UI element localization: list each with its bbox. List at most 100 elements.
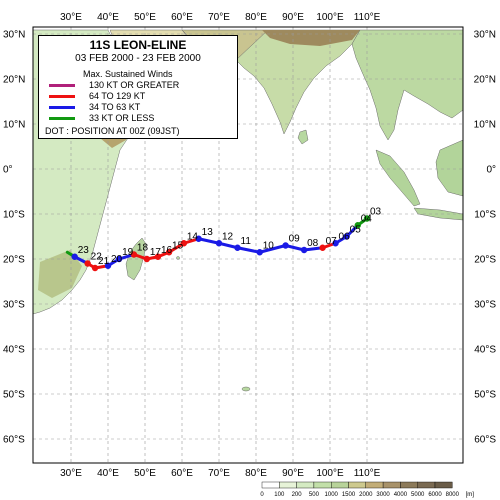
lat-label-left: 50°S	[3, 390, 25, 401]
track-position-dot	[300, 246, 308, 254]
lon-label-top: 110°E	[354, 12, 381, 23]
scale-swatch	[296, 481, 315, 489]
storm-dates: 03 FEB 2000 - 23 FEB 2000	[75, 53, 201, 64]
scale-tick-label: 8000	[446, 492, 460, 498]
scale-tick-label: 200	[292, 492, 303, 498]
lat-label-left: 40°S	[3, 345, 25, 356]
legend-label: 34 TO 63 KT	[89, 102, 141, 112]
track-day-label: 10	[263, 240, 275, 251]
scale-swatch	[348, 481, 366, 489]
track-day-label: 13	[202, 227, 214, 238]
scale-tick-label: 1500	[342, 492, 356, 498]
elevation-scale: 0 100 200 500 1000 1500 2000 3000 4000 5000 6000 80…	[260, 481, 475, 498]
track-day-label: 12	[222, 231, 234, 242]
track-day-label: 20	[111, 254, 123, 265]
legend-item-64kt: 64 TO 129 KT	[45, 91, 235, 102]
scale-swatch	[434, 481, 453, 489]
lat-label-right: 0°	[486, 165, 496, 176]
lon-label-bottom: 100°E	[316, 468, 344, 479]
scale-tick-label: 0	[260, 492, 264, 498]
track-position-dot	[154, 253, 162, 260]
track-day-label: 22	[91, 252, 103, 263]
lon-label-bottom: 70°E	[208, 468, 230, 479]
track-day-label: 11	[241, 236, 252, 247]
legend-swatch-green	[49, 117, 75, 120]
lat-label-left: 60°S	[3, 435, 25, 446]
lat-label-right: 10°S	[474, 210, 496, 221]
scale-tick-label: 2000	[359, 492, 373, 498]
scale-swatch	[382, 481, 401, 489]
track-position-dot	[180, 240, 188, 247]
lon-label-bottom: 90°E	[282, 468, 304, 479]
track-day-label: 15	[172, 240, 184, 251]
track-segment	[197, 237, 221, 245]
scale-swatch	[331, 481, 349, 489]
lon-label-bottom: 50°E	[134, 468, 156, 479]
track-position-dot	[195, 235, 202, 242]
lon-label-top: 100°E	[316, 12, 344, 23]
track-day-label: 06	[339, 231, 351, 242]
track-position-dot	[104, 262, 112, 269]
track-position-dot	[215, 240, 223, 247]
lat-label-left: 30°S	[3, 300, 25, 311]
track-position-dot	[256, 249, 263, 256]
scale-tick-label: 1000	[325, 492, 339, 498]
legend-swatch-red	[49, 95, 75, 98]
scale-swatch	[417, 481, 436, 489]
legend-swatch-blue	[49, 106, 75, 109]
track-position-dot	[143, 255, 151, 263]
track-position-dot	[319, 244, 326, 251]
legend-label: 33 KT OR LESS	[89, 113, 155, 123]
legend-heading: Max. Sustained Winds	[83, 69, 173, 79]
scale-tick-label: 5000	[411, 492, 425, 498]
landmass-sumatra	[375, 149, 421, 207]
landmass-borneo	[435, 139, 463, 197]
lat-label-left: 20°S	[3, 255, 25, 266]
lat-label-right: 20°N	[474, 75, 496, 86]
track-day-label: 07	[326, 236, 338, 247]
legend: 11S LEON-ELINE 03 FEB 2000 - 23 FEB 2000…	[38, 35, 238, 139]
track-position-dot	[130, 251, 138, 258]
lon-label-top: 60°E	[171, 12, 193, 23]
track-position-dot	[354, 222, 361, 229]
scale-tick-label: 6000	[428, 492, 442, 498]
track-day-label: 23	[78, 245, 90, 256]
landmass-southeast-asia	[351, 29, 463, 141]
lat-label-right: 40°S	[474, 345, 496, 356]
legend-dot-note: DOT : POSITION AT 00Z (09JST)	[45, 126, 180, 136]
lat-label-right: 30°S	[474, 300, 496, 311]
lon-label-top: 80°E	[245, 12, 267, 23]
landmass-sri-lanka	[297, 129, 309, 145]
lat-label-left: 0°	[3, 165, 13, 176]
axis-labels: 30°E 30°E 40°E 40°E 50°E 50°E 60°E 60°E 70°E 70°E…	[3, 12, 496, 479]
lon-label-top: 90°E	[282, 12, 304, 23]
lon-label-bottom: 30°E	[60, 468, 82, 479]
scale-swatch	[279, 481, 297, 489]
scale-unit: [m]	[466, 492, 475, 498]
legend-swatch-purple	[49, 84, 75, 87]
lon-label-bottom: 110°E	[354, 468, 381, 479]
track-day-label: 18	[137, 243, 149, 254]
scale-tick-label: 100	[274, 492, 285, 498]
storm-title: 11S LEON-ELINE	[89, 38, 187, 52]
track-segment	[258, 244, 288, 254]
track-day-label: 04	[361, 213, 373, 224]
track-position-dot	[115, 255, 123, 263]
lon-label-top: 30°E	[60, 12, 82, 23]
lat-label-right: 20°S	[474, 255, 496, 266]
lat-label-right: 50°S	[474, 390, 496, 401]
lon-label-top: 70°E	[208, 12, 230, 23]
lat-label-left: 10°S	[3, 210, 25, 221]
track-position-dot	[165, 249, 173, 256]
scale-swatch	[313, 481, 332, 489]
track-position-dot	[84, 260, 91, 267]
track-position-dot	[282, 242, 289, 249]
lon-label-top: 50°E	[134, 12, 156, 23]
lat-label-left: 10°N	[3, 120, 25, 131]
scale-tick-label: 3000	[376, 492, 390, 498]
track-position-dot	[234, 244, 241, 251]
track-position-dot	[91, 264, 99, 272]
legend-label: 64 TO 129 KT	[89, 91, 146, 101]
island-kerguelen	[241, 386, 251, 392]
